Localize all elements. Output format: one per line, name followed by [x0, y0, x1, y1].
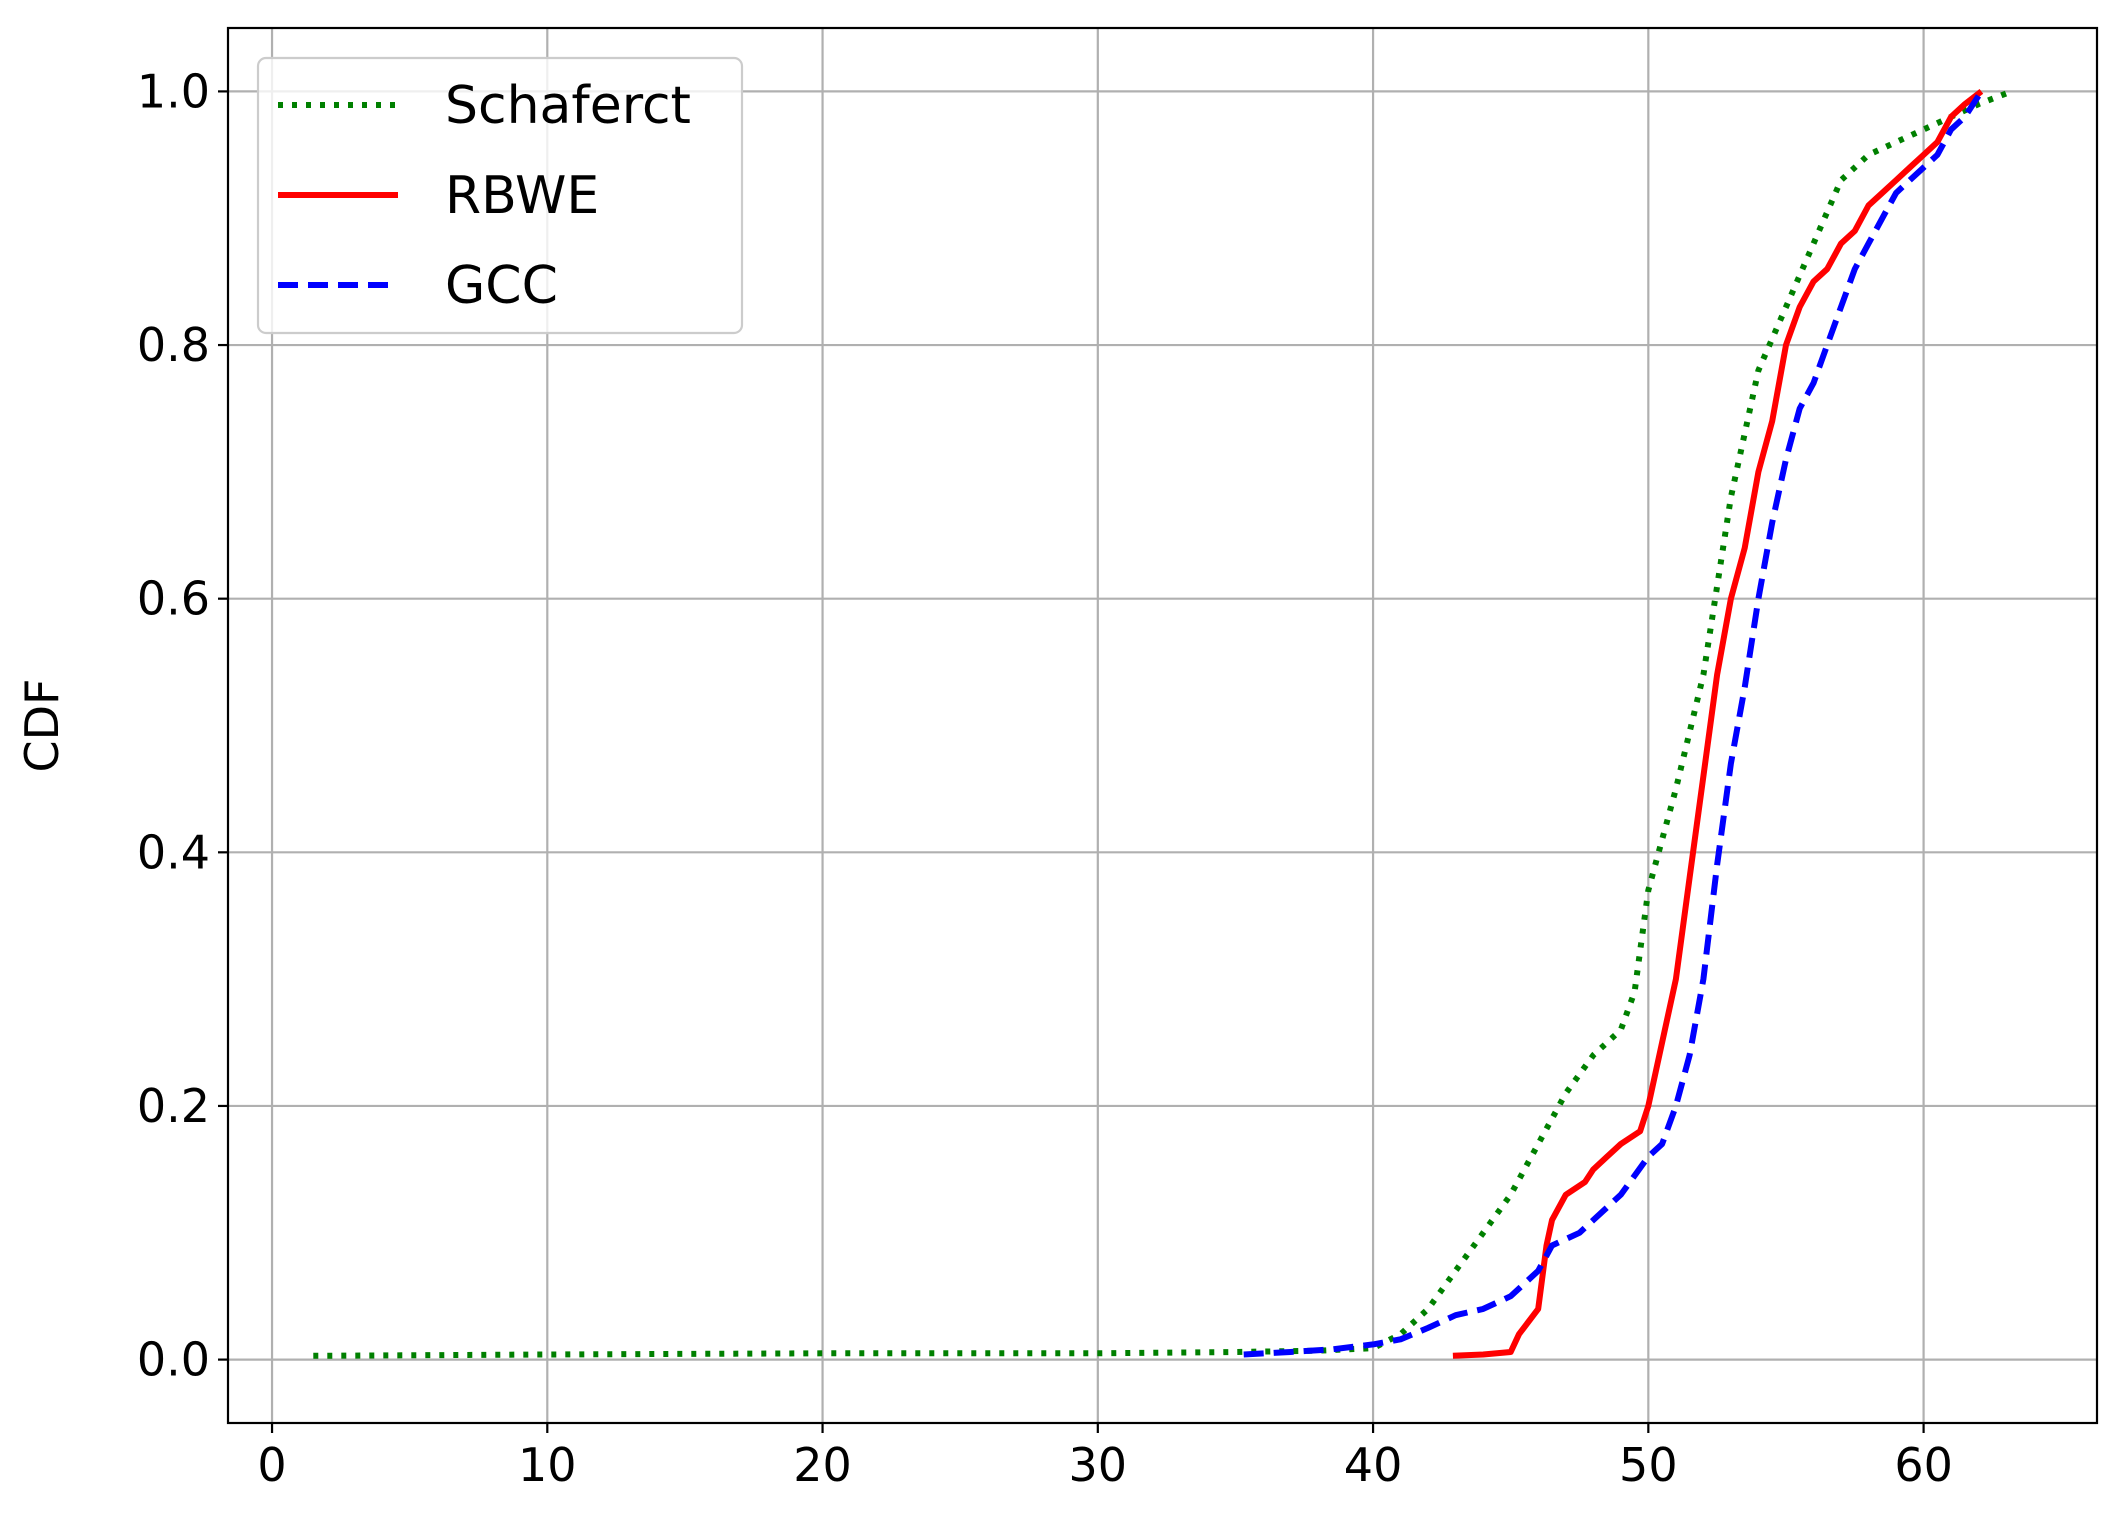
x-tick-label: 60	[1894, 1438, 1953, 1492]
y-tick-label: 0.4	[137, 825, 210, 879]
y-tick-label: 1.0	[137, 64, 210, 118]
legend-label: RBWE	[445, 166, 599, 226]
y-tick-label: 0.8	[137, 318, 210, 372]
series-line-gcc	[1243, 89, 1984, 1358]
y-tick-label: 0.2	[137, 1079, 210, 1133]
axis-ticks: 0 10 20 30 40 50 60 0.0 0.2 0.4 0.6 0.8 1.0	[137, 64, 1953, 1492]
legend-label: Schaferct	[445, 76, 691, 136]
y-axis-label: CDF	[15, 679, 69, 773]
x-tick-label: 20	[793, 1438, 852, 1492]
x-tick-label: 30	[1069, 1438, 1128, 1492]
legend-box	[256, 56, 744, 335]
legend-label: GCC	[445, 256, 558, 316]
x-tick-label: 10	[518, 1438, 577, 1492]
legend: Schaferct RBWE GCC	[256, 56, 744, 335]
series-lines	[313, 88, 2013, 1359]
x-tick-label: 0	[257, 1438, 286, 1492]
x-tick-label: 40	[1344, 1438, 1403, 1492]
grid	[228, 28, 2097, 1423]
y-tick-label: 0.0	[137, 1333, 210, 1387]
x-tick-label: 50	[1619, 1438, 1678, 1492]
series-line-rbwe	[1452, 89, 1984, 1359]
plot-frame	[226, 26, 2099, 1425]
y-tick-label: 0.6	[137, 572, 210, 626]
